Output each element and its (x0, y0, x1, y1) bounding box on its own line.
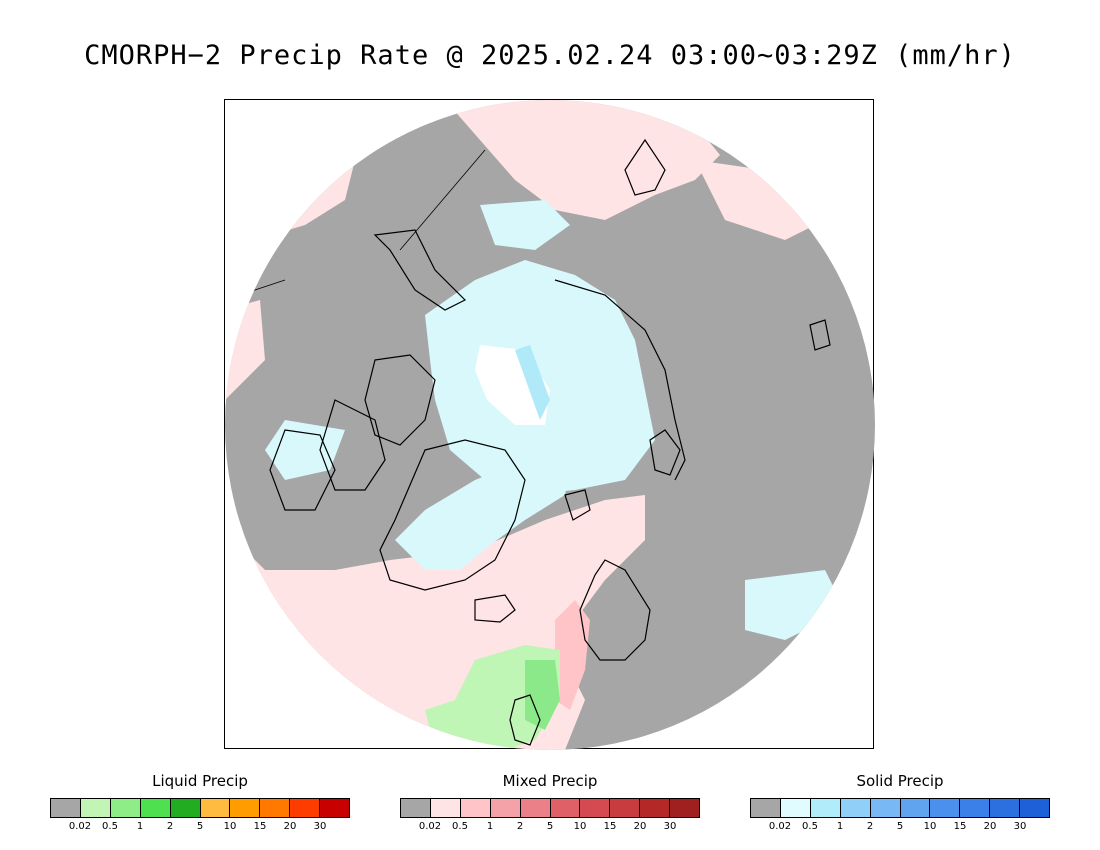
legend-swatch (80, 799, 111, 817)
mixed-precip-east (695, 160, 825, 240)
coast-greenland (379, 439, 526, 591)
coast-scandinavia (579, 559, 651, 661)
legend-title: Mixed Precip (502, 772, 598, 790)
legend-tick-label: 30 (1013, 821, 1027, 832)
liquid-precip-uk (525, 660, 560, 730)
legend-tick-label: 5 (896, 821, 904, 832)
legend-swatch (490, 799, 521, 817)
legend-liquid: Liquid Precip 0.02 0.5 1 2 5 10 15 20 30 (50, 772, 350, 832)
coast-canadian-archipelago (364, 354, 436, 446)
chart-title: CMORPH−2 Precip Rate @ 2025.02.24 03:00~… (84, 40, 1016, 71)
legend-tick-label: 5 (196, 821, 204, 832)
coast-alaska (373, 229, 467, 311)
legend-tick-label: 1 (836, 821, 844, 832)
legend-swatch (460, 799, 491, 817)
coast-kamchatka (624, 138, 666, 196)
coast-baffin (319, 399, 386, 491)
legend-swatch (550, 799, 581, 817)
legend-tick-label: 15 (603, 821, 617, 832)
legend-swatch (960, 799, 991, 817)
legend-title: Solid Precip (856, 772, 944, 790)
legend-swatch (670, 799, 700, 817)
legend-swatch (580, 799, 611, 817)
legend-swatch (610, 799, 641, 817)
legend-tick-label: 15 (253, 821, 267, 832)
legend-swatch (640, 799, 671, 817)
legend-tick-label: 2 (866, 821, 874, 832)
solid-precip-bering (480, 200, 570, 250)
legend-ticks: 0.02 0.5 1 2 5 10 15 20 30 (750, 818, 1050, 832)
legend-swatches (750, 798, 1050, 818)
solid-precip-siberia-east (745, 570, 845, 640)
legend-swatch (401, 799, 431, 817)
legend-swatches (400, 798, 700, 818)
legend-swatch (780, 799, 811, 817)
coast-siberia (554, 279, 686, 481)
legend-swatch (170, 799, 201, 817)
legend-tick-label: 20 (983, 821, 997, 832)
polar-map-canvas (225, 100, 875, 750)
mixed-precip-pacific (445, 100, 720, 220)
legend-tick-label: 2 (166, 821, 174, 832)
legend-tick-label: 10 (923, 821, 937, 832)
border-alaska-canada (399, 149, 486, 251)
coast-uk (509, 694, 541, 746)
legend-solid: Solid Precip 0.02 0.5 1 2 5 10 15 20 30 (750, 772, 1050, 832)
legend-swatch (430, 799, 461, 817)
legend-tick-label: 0.5 (802, 821, 818, 832)
legend-tick-label: 1 (486, 821, 494, 832)
legend-ticks: 0.02 0.5 1 2 5 10 15 20 30 (50, 818, 350, 832)
legend-swatch (990, 799, 1021, 817)
legend-tick-label: 15 (953, 821, 967, 832)
legend-tick-label: 10 (573, 821, 587, 832)
legend-tick-label: 10 (223, 821, 237, 832)
legend-swatch (520, 799, 551, 817)
legend-swatches (50, 798, 350, 818)
solid-precip-greenland-sea (395, 460, 570, 570)
legend-swatch (200, 799, 231, 817)
legend-swatch (810, 799, 841, 817)
legend-swatch (751, 799, 781, 817)
legend-swatch (930, 799, 961, 817)
coast-svalbard (564, 489, 591, 521)
legend-tick-label: 0.5 (452, 821, 468, 832)
legend-tick-label: 0.02 (768, 821, 792, 832)
legend-tick-label: 0.5 (102, 821, 118, 832)
legend-swatch (1020, 799, 1050, 817)
legend-swatch (140, 799, 171, 817)
legend-swatch (870, 799, 901, 817)
legend-swatch (230, 799, 261, 817)
legend-ticks: 0.02 0.5 1 2 5 10 15 20 30 (400, 818, 700, 832)
solid-precip-channel (515, 345, 550, 420)
coastlines (269, 138, 831, 746)
legend-swatch (900, 799, 931, 817)
legend-mixed: Mixed Precip 0.02 0.5 1 2 5 10 15 20 30 (400, 772, 700, 832)
mixed-precip-norway (555, 600, 590, 710)
legend-swatch (290, 799, 321, 817)
legend-swatch (320, 799, 350, 817)
coast-iceland (474, 594, 516, 623)
legend-tick-label: 1 (136, 821, 144, 832)
legend-tick-label: 20 (633, 821, 647, 832)
legend-swatch (260, 799, 291, 817)
polar-map (224, 99, 875, 750)
legend-tick-label: 30 (313, 821, 327, 832)
legend-tick-label: 30 (663, 821, 677, 832)
legend-title: Liquid Precip (152, 772, 248, 790)
coast-novaya-zemlya (649, 429, 681, 476)
legend-swatch (110, 799, 141, 817)
legend-swatch (51, 799, 81, 817)
legend-swatch (840, 799, 871, 817)
legend-tick-label: 2 (516, 821, 524, 832)
legend-tick-label: 20 (283, 821, 297, 832)
legend-tick-label: 5 (546, 821, 554, 832)
legend-tick-label: 0.02 (68, 821, 92, 832)
coast-caspian (809, 319, 831, 351)
legend-tick-label: 0.02 (418, 821, 442, 832)
coast-hudson-bay (269, 429, 336, 511)
